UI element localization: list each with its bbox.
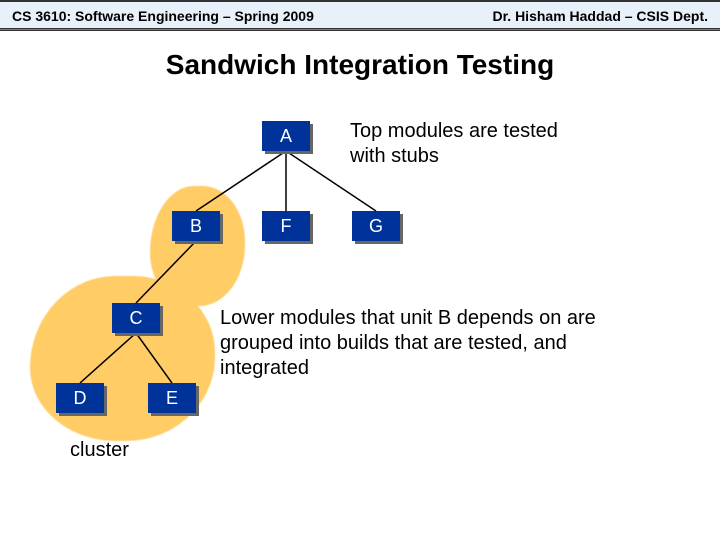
diagram-area: A B F G C D E Top modules are testedwith stubs L…: [0, 81, 720, 521]
header-left: CS 3610: Software Engineering – Spring 2…: [12, 8, 314, 24]
tree-node-D: D: [56, 383, 104, 413]
cluster-label: cluster: [70, 439, 129, 462]
header-right: Dr. Hisham Haddad – CSIS Dept.: [493, 8, 709, 24]
page-title: Sandwich Integration Testing: [0, 49, 720, 81]
tree-node-E: E: [148, 383, 196, 413]
tree-node-C: C: [112, 303, 160, 333]
tree-node-F: F: [262, 211, 310, 241]
annotation-text: Top modules are testedwith stubs: [350, 119, 558, 169]
tree-node-A: A: [262, 121, 310, 151]
tree-node-B: B: [172, 211, 220, 241]
slide-header: CS 3610: Software Engineering – Spring 2…: [0, 2, 720, 28]
header-rule-bottom: [0, 28, 720, 31]
tree-node-G: G: [352, 211, 400, 241]
annotation-text: Lower modules that unit B depends on are…: [220, 306, 596, 381]
cluster-blob: [150, 186, 245, 306]
